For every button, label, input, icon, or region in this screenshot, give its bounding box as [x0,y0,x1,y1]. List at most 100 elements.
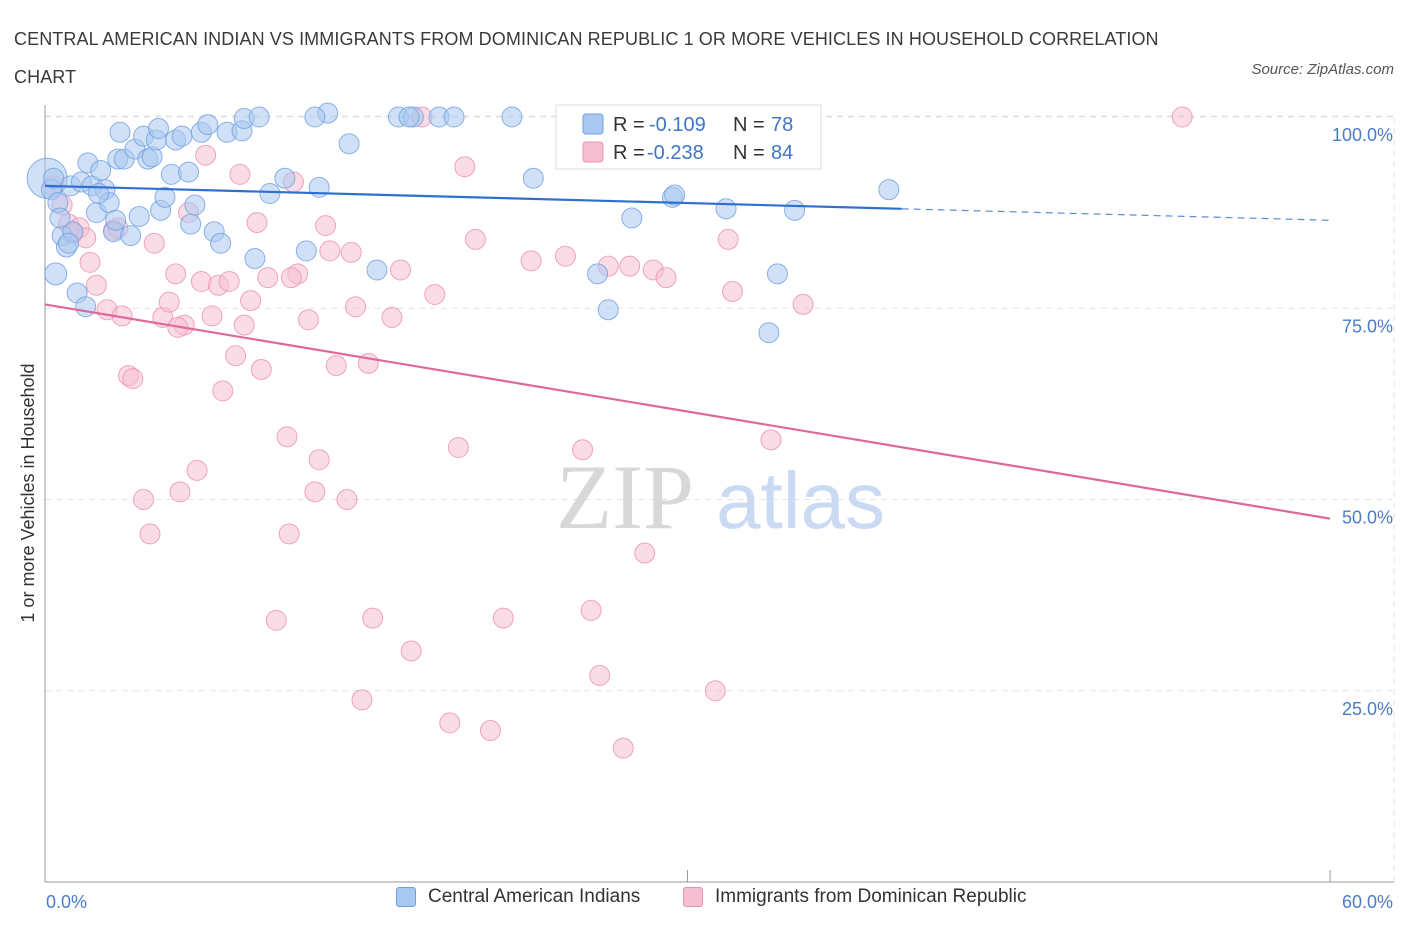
data-point [85,274,107,296]
legend-r-value-1: -0.109 [649,114,706,136]
y-tick-labels: 100.0% 75.0% 50.0% 25.0% [1332,125,1393,719]
data-point [308,449,330,471]
data-point [766,263,788,285]
data-point [443,106,465,128]
data-point [572,439,594,461]
y-tick-label: 25.0% [1342,699,1393,719]
legend-n-value-1: 78 [771,114,793,136]
data-point [612,737,634,759]
data-point [109,121,131,143]
data-point [212,380,234,402]
y-tick-label: 50.0% [1342,508,1393,528]
data-point [44,262,68,286]
data-point [715,198,737,220]
y-tick-label: 75.0% [1342,316,1393,336]
data-point [325,355,347,377]
data-point [520,250,542,272]
data-point [522,167,544,189]
data-point [139,523,161,545]
data-point [90,160,112,182]
data-point [554,245,576,267]
data-point [655,267,677,289]
data-point [184,194,206,216]
data-point [257,267,279,289]
data-point [447,436,469,458]
data-point [169,481,191,503]
data-point [120,225,142,247]
data-point [424,283,446,305]
data-point [276,426,298,448]
data-point [717,228,739,250]
data-point [75,296,97,318]
data-point [619,255,641,277]
data-point [210,232,232,254]
data-point [390,259,412,281]
legend-swatch-pink [582,141,604,163]
data-point [165,263,187,285]
legend-r-label-2: R = [613,142,645,164]
data-point [304,481,326,503]
data-point [336,489,358,510]
data-point [265,609,287,631]
trend-line-dominican [44,303,1331,520]
data-point [366,259,388,281]
legend-swatch-blue [582,113,604,135]
data-point [704,680,726,702]
legend-n-label-1: N = [733,114,765,136]
axes [44,105,1394,883]
legend-n-value-2: 84 [771,142,793,164]
trend-line-central-american-extension [901,208,1331,221]
legend-n-label-2: N = [733,142,765,164]
data-point [589,664,611,686]
data-point [345,296,367,318]
data-point [177,161,199,183]
data-point [464,228,486,250]
data-point [233,314,255,336]
legend-item-central-american: Central American Indians [396,886,640,908]
data-point [338,133,360,155]
data-point [580,599,602,621]
legend-swatch-central-american [396,887,416,907]
data-point [186,459,208,481]
data-point [246,212,268,234]
trend-lines [44,184,1331,520]
data-point [248,106,270,128]
data-point [362,607,384,629]
data-point [58,232,80,254]
data-point [634,542,656,564]
data-point [244,248,266,270]
data-point [218,270,240,292]
data-point [400,640,422,662]
legend-r-value-2: -0.238 [647,142,704,164]
chart-title: CENTRAL AMERICAN INDIAN VS IMMIGRANTS FR… [14,29,1159,87]
data-point [225,345,247,367]
data-point [195,144,217,166]
data-point [315,215,337,237]
data-point [250,358,272,380]
data-point [439,712,461,734]
data-point [105,209,127,231]
data-point [274,167,296,189]
data-point [501,106,523,128]
data-point [792,293,814,315]
series-dominican-points [43,106,1193,759]
watermark-atlas: atlas [716,456,885,545]
data-point [1171,106,1193,128]
y-tick-label: 100.0% [1332,125,1393,145]
data-point [49,207,71,229]
data-point [784,199,806,221]
data-point [148,117,170,139]
data-point [197,114,219,136]
data-point [190,270,212,292]
data-point [259,183,281,204]
data-point [180,213,202,235]
data-point [381,306,403,328]
top-legend: R = -0.109 N = 78 R = -0.238 N = 84 [555,104,822,170]
data-point [398,106,420,128]
legend-swatch-dominican [683,887,703,907]
data-point [304,106,326,128]
y-axis-label: 1 or more Vehicles in Household [18,363,38,622]
legend-r-label-1: R = [613,114,645,136]
source-credit: Source: ZipAtlas.com [1251,61,1394,78]
